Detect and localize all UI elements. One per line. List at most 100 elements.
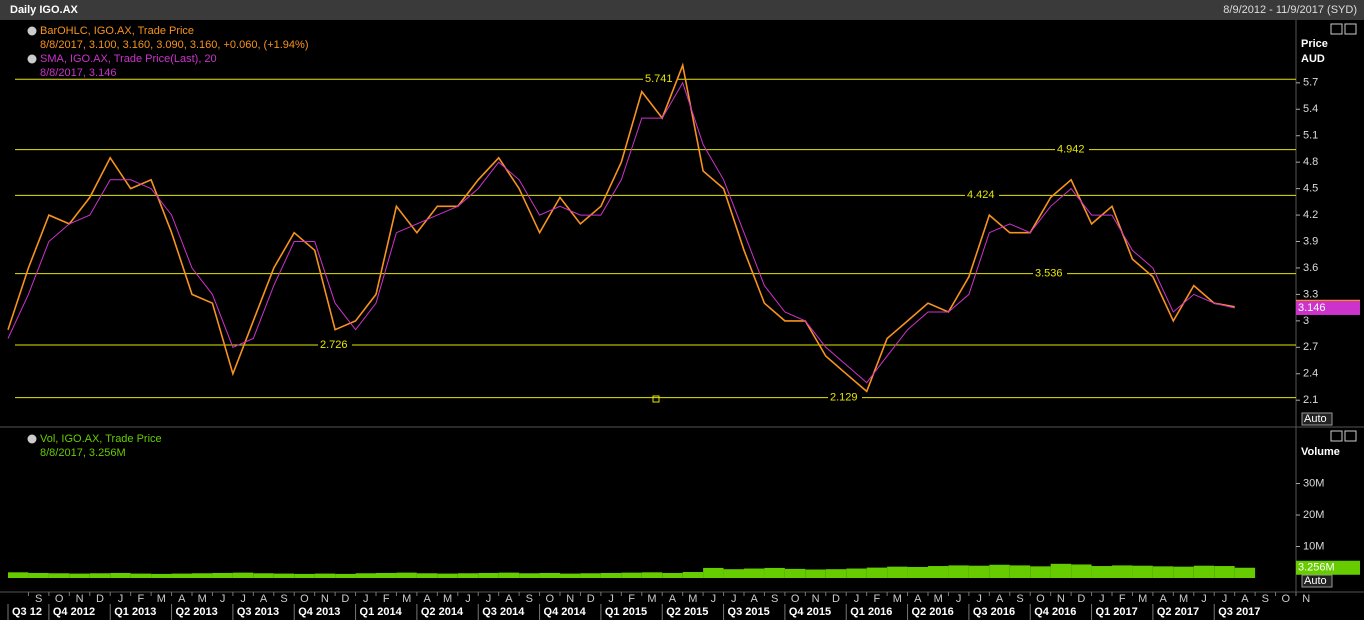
level-label-bg xyxy=(643,72,677,87)
volume-bar xyxy=(519,573,540,578)
quarter-label: Q4 2015 xyxy=(789,606,831,618)
legend-icon[interactable] xyxy=(27,434,37,444)
volume-bar xyxy=(1112,565,1133,578)
axis-title: Volume xyxy=(1301,446,1340,458)
volume-bar xyxy=(253,573,274,578)
x-tick-label: J xyxy=(711,593,717,605)
last-value-box xyxy=(1296,300,1360,315)
x-tick-label: F xyxy=(138,593,145,605)
x-tick-label: M xyxy=(198,593,207,605)
level-label: 4.942 xyxy=(1057,144,1085,156)
y-tick-label: 3.9 xyxy=(1303,235,1318,247)
volume-bar xyxy=(560,573,581,578)
x-tick-label: M xyxy=(443,593,452,605)
x-tick-label: F xyxy=(874,593,881,605)
volume-bar xyxy=(294,573,315,578)
level-label: 3.536 xyxy=(1035,268,1063,280)
x-tick-label: O xyxy=(1281,593,1290,605)
volume-bar xyxy=(907,566,928,578)
quarter-label: Q4 2014 xyxy=(544,606,587,618)
volume-bar xyxy=(171,573,192,578)
quarter-label: Q2 2013 xyxy=(176,606,218,618)
maximize-button[interactable] xyxy=(1330,23,1343,35)
volume-bar xyxy=(457,573,479,578)
level-label-bg xyxy=(828,390,862,405)
volume-bar xyxy=(89,573,111,578)
volume-bar xyxy=(744,568,765,578)
volume-bar xyxy=(498,572,520,578)
x-tick-label: A xyxy=(669,593,677,605)
volume-bar xyxy=(887,566,908,578)
x-tick-label: M xyxy=(402,593,411,605)
volume-bar xyxy=(580,573,601,578)
x-tick-label: D xyxy=(341,593,349,605)
maximize-button[interactable] xyxy=(1330,430,1343,442)
quarter-label: Q2 2015 xyxy=(666,606,708,618)
last-value-box xyxy=(1296,560,1360,575)
volume-bar xyxy=(335,573,356,578)
level-label: 2.726 xyxy=(320,339,348,351)
x-tick-label: O xyxy=(791,593,800,605)
x-tick-label: N xyxy=(812,593,820,605)
volume-bar xyxy=(1009,565,1031,578)
x-tick-label: D xyxy=(832,593,840,605)
x-tick-label: J xyxy=(220,593,226,605)
y-tick-label: 3.3 xyxy=(1303,288,1318,300)
volume-bar xyxy=(192,573,213,578)
x-tick-label: J xyxy=(1099,593,1105,605)
quarter-label: Q3 2014 xyxy=(482,606,525,618)
axis-title: Price xyxy=(1301,38,1328,50)
window-title: Daily IGO.AX xyxy=(10,4,79,16)
volume-bar xyxy=(703,567,724,578)
scale-mode: Auto xyxy=(1304,413,1327,425)
volume-bar xyxy=(1071,564,1092,578)
legend-icon[interactable] xyxy=(27,54,37,64)
last-value-label: 3.146 xyxy=(1298,302,1326,314)
x-tick-label: S xyxy=(35,593,42,605)
x-tick-label: A xyxy=(1159,593,1167,605)
volume-bar xyxy=(1152,566,1174,578)
quarter-label: Q2 2014 xyxy=(421,606,464,618)
background xyxy=(0,20,1364,620)
volume-bar xyxy=(69,573,90,578)
volume-bar xyxy=(621,572,642,578)
volume-bar xyxy=(846,568,867,578)
x-tick-label: J xyxy=(956,593,962,605)
x-tick-label: S xyxy=(1016,593,1023,605)
x-tick-label: J xyxy=(1222,593,1228,605)
y-tick-label: 20M xyxy=(1303,509,1324,521)
x-tick-label: A xyxy=(505,593,513,605)
volume-bar xyxy=(28,572,49,578)
level-label-bg xyxy=(965,188,999,203)
x-tick-label: J xyxy=(854,593,860,605)
volume-bar xyxy=(130,573,152,578)
volume-bar xyxy=(723,569,744,578)
quarter-label: Q4 2013 xyxy=(298,606,340,618)
volume-bar xyxy=(948,565,969,578)
scale-mode: Auto xyxy=(1304,575,1327,587)
volume-bar xyxy=(376,572,397,578)
scale-mode-box xyxy=(1301,574,1333,588)
x-tick-label: D xyxy=(587,593,595,605)
legend-icon[interactable] xyxy=(27,26,37,36)
volume-bar xyxy=(805,569,826,578)
close-button[interactable] xyxy=(1344,430,1357,442)
quarter-label: Q3 2015 xyxy=(728,606,770,618)
x-tick-label: S xyxy=(771,593,778,605)
y-tick-label: 4.8 xyxy=(1303,156,1318,168)
volume-bar xyxy=(682,572,704,578)
volume-bar xyxy=(273,573,295,578)
volume-bar xyxy=(151,573,172,578)
close-button[interactable] xyxy=(1344,23,1357,35)
volume-bar xyxy=(1050,563,1072,578)
y-tick-label: 5.1 xyxy=(1303,130,1318,142)
volume-bar xyxy=(1214,566,1235,578)
x-tick-label: O xyxy=(1036,593,1045,605)
x-tick-label: O xyxy=(545,593,554,605)
x-tick-label: J xyxy=(465,593,471,605)
x-tick-label: J xyxy=(1201,593,1207,605)
x-tick-label: M xyxy=(1138,593,1147,605)
x-tick-label: N xyxy=(566,593,574,605)
x-tick-label: D xyxy=(96,593,104,605)
legend-value: 8/8/2017, 3.256M xyxy=(40,447,126,459)
